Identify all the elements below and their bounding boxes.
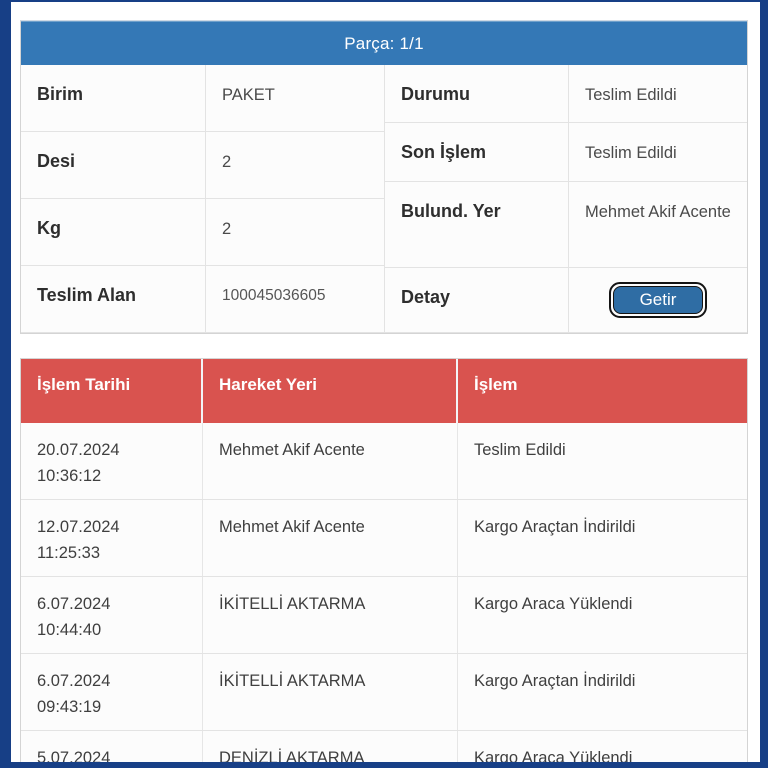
parcel-panel-title: Parça: 1/1 bbox=[21, 21, 747, 65]
row-date-cell: 6.07.2024 10:44:40 bbox=[21, 577, 203, 653]
row-date-cell: 12.07.2024 11:25:33 bbox=[21, 500, 203, 576]
row-date-cell: 6.07.2024 09:43:19 bbox=[21, 654, 203, 730]
row-date-cell: 5.07.2024 bbox=[21, 731, 203, 762]
history-header-row: İşlem Tarihi Hareket Yeri İşlem bbox=[21, 359, 747, 423]
row-location: Mehmet Akif Acente bbox=[203, 423, 458, 499]
detail-row-kg: Kg 2 bbox=[21, 199, 384, 266]
detail-row-bulund-yer: Bulund. Yer Mehmet Akif Acente bbox=[385, 182, 747, 268]
page-content: Parça: 1/1 Birim PAKET Desi 2 Kg 2 bbox=[11, 2, 760, 762]
son-islem-value: Teslim Edildi bbox=[569, 123, 747, 182]
details-right-column: Durumu Teslim Edildi Son İşlem Teslim Ed… bbox=[384, 65, 747, 333]
row-location: Mehmet Akif Acente bbox=[203, 500, 458, 576]
birim-value: PAKET bbox=[206, 65, 384, 132]
teslim-alan-label: Teslim Alan bbox=[21, 266, 206, 333]
row-location: İKİTELLİ AKTARMA bbox=[203, 577, 458, 653]
bulund-yer-value: Mehmet Akif Acente bbox=[569, 182, 747, 268]
durumu-label: Durumu bbox=[385, 65, 569, 123]
column-header-hareket-yeri: Hareket Yeri bbox=[203, 359, 458, 423]
details-left-column: Birim PAKET Desi 2 Kg 2 Teslim Alan 1000… bbox=[21, 65, 384, 333]
row-location: DENİZLİ AKTARMA bbox=[203, 731, 458, 762]
row-time: 10:44:40 bbox=[37, 621, 102, 640]
row-date: 5.07.2024 bbox=[37, 749, 111, 762]
detail-row-desi: Desi 2 bbox=[21, 132, 384, 199]
getir-button-outline: Getir bbox=[608, 281, 708, 319]
row-action: Kargo Araçtan İndirildi bbox=[474, 518, 636, 536]
table-row: 12.07.2024 11:25:33 Mehmet Akif Acente K… bbox=[21, 500, 747, 577]
row-time: 09:43:19 bbox=[37, 698, 102, 717]
parcel-details: Birim PAKET Desi 2 Kg 2 Teslim Alan 1000… bbox=[21, 65, 747, 333]
parcel-panel: Parça: 1/1 Birim PAKET Desi 2 Kg 2 bbox=[20, 20, 748, 334]
row-action: Kargo Araca Yüklendi bbox=[474, 749, 633, 762]
row-time: 11:25:33 bbox=[37, 544, 101, 563]
durumu-value: Teslim Edildi bbox=[569, 65, 747, 123]
teslim-alan-value: 100045036605 bbox=[206, 266, 384, 333]
kg-value: 2 bbox=[206, 199, 384, 266]
row-date: 6.07.2024 bbox=[37, 595, 111, 613]
row-action: Kargo Araca Yüklendi bbox=[474, 595, 633, 613]
kg-label: Kg bbox=[21, 199, 206, 266]
movement-history-table: İşlem Tarihi Hareket Yeri İşlem 20.07.20… bbox=[20, 358, 748, 762]
table-row: 5.07.2024 DENİZLİ AKTARMA Kargo Araca Yü… bbox=[21, 731, 747, 762]
detail-row-durumu: Durumu Teslim Edildi bbox=[385, 65, 747, 123]
row-time: 10:36:12 bbox=[37, 467, 102, 486]
son-islem-label: Son İşlem bbox=[385, 123, 569, 182]
bulund-yer-label: Bulund. Yer bbox=[385, 182, 569, 268]
table-row: 6.07.2024 09:43:19 İKİTELLİ AKTARMA Karg… bbox=[21, 654, 747, 731]
desi-value: 2 bbox=[206, 132, 384, 199]
table-row: 20.07.2024 10:36:12 Mehmet Akif Acente T… bbox=[21, 423, 747, 500]
row-action: Teslim Edildi bbox=[474, 441, 566, 459]
row-action: Kargo Araçtan İndirildi bbox=[474, 672, 636, 690]
row-date-cell: 20.07.2024 10:36:12 bbox=[21, 423, 203, 499]
detail-row-teslim-alan: Teslim Alan 100045036605 bbox=[21, 266, 384, 333]
row-date: 12.07.2024 bbox=[37, 518, 120, 536]
row-date: 6.07.2024 bbox=[37, 672, 111, 690]
table-row: 6.07.2024 10:44:40 İKİTELLİ AKTARMA Karg… bbox=[21, 577, 747, 654]
detay-label: Detay bbox=[385, 268, 569, 333]
column-header-islem: İşlem bbox=[474, 375, 518, 394]
detail-row-detay: Detay Getir bbox=[385, 268, 747, 333]
detay-value-cell: Getir bbox=[569, 268, 747, 333]
row-date: 20.07.2024 bbox=[37, 441, 120, 459]
detail-row-son-islem: Son İşlem Teslim Edildi bbox=[385, 123, 747, 182]
detail-row-birim: Birim PAKET bbox=[21, 65, 384, 132]
column-header-islem-tarihi: İşlem Tarihi bbox=[21, 359, 203, 423]
getir-button[interactable]: Getir bbox=[612, 285, 704, 315]
desi-label: Desi bbox=[21, 132, 206, 199]
birim-label: Birim bbox=[21, 65, 206, 132]
row-location: İKİTELLİ AKTARMA bbox=[203, 654, 458, 730]
